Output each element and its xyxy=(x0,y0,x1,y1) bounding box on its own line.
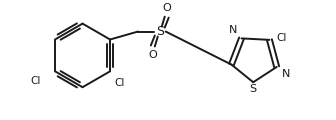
Text: S: S xyxy=(250,84,257,94)
Text: S: S xyxy=(156,25,164,38)
Text: Cl: Cl xyxy=(277,33,287,43)
Text: Cl: Cl xyxy=(31,76,41,86)
Text: N: N xyxy=(282,69,290,79)
Text: O: O xyxy=(162,3,171,13)
Text: Cl: Cl xyxy=(114,78,124,88)
Text: N: N xyxy=(229,25,238,35)
Text: O: O xyxy=(149,50,157,60)
